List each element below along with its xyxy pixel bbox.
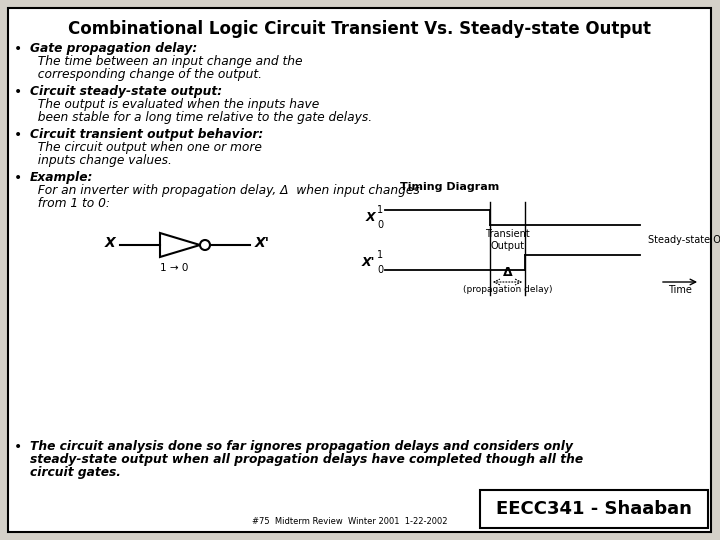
Text: Steady-state Output: Steady-state Output — [648, 235, 720, 245]
Text: Combinational Logic Circuit Transient Vs. Steady-state Output: Combinational Logic Circuit Transient Vs… — [68, 20, 652, 38]
Text: Transient
Output: Transient Output — [485, 229, 530, 251]
Text: •: • — [14, 85, 22, 99]
Text: •: • — [14, 171, 22, 185]
Text: EECC341 - Shaaban: EECC341 - Shaaban — [496, 500, 692, 518]
FancyBboxPatch shape — [480, 490, 708, 528]
Text: Δ: Δ — [503, 266, 513, 279]
Text: corresponding change of the output.: corresponding change of the output. — [30, 68, 262, 81]
Text: The circuit output when one or more: The circuit output when one or more — [30, 141, 262, 154]
Text: 1: 1 — [377, 250, 383, 260]
Text: Timing Diagram: Timing Diagram — [400, 182, 500, 192]
Text: (propagation delay): (propagation delay) — [463, 285, 552, 294]
FancyBboxPatch shape — [8, 8, 711, 532]
Text: •: • — [14, 42, 22, 56]
Text: 0: 0 — [377, 220, 383, 230]
Text: Gate propagation delay:: Gate propagation delay: — [30, 42, 197, 55]
Text: X: X — [104, 236, 115, 250]
Text: inputs change values.: inputs change values. — [30, 154, 172, 167]
Text: X: X — [365, 211, 375, 224]
Text: 1 → 0: 1 → 0 — [160, 263, 189, 273]
Text: Circuit transient output behavior:: Circuit transient output behavior: — [30, 128, 264, 141]
Text: been stable for a long time relative to the gate delays.: been stable for a long time relative to … — [30, 111, 372, 124]
Text: The time between an input change and the: The time between an input change and the — [30, 55, 302, 68]
Text: The circuit analysis done so far ignores propagation delays and considers only: The circuit analysis done so far ignores… — [30, 440, 573, 453]
Text: X': X' — [255, 236, 270, 250]
Text: Example:: Example: — [30, 171, 94, 184]
Text: X': X' — [361, 256, 375, 269]
Text: steady-state output when all propagation delays have completed though all the: steady-state output when all propagation… — [30, 453, 583, 466]
Text: •: • — [14, 440, 22, 454]
Text: #75  Midterm Review  Winter 2001  1-22-2002: #75 Midterm Review Winter 2001 1-22-2002 — [252, 517, 448, 526]
Text: For an inverter with propagation delay, Δ  when input changes: For an inverter with propagation delay, … — [30, 184, 420, 197]
Text: circuit gates.: circuit gates. — [30, 466, 121, 479]
Text: 1: 1 — [377, 205, 383, 215]
Text: Time: Time — [668, 285, 692, 295]
Text: •: • — [14, 128, 22, 142]
Text: The output is evaluated when the inputs have: The output is evaluated when the inputs … — [30, 98, 319, 111]
Text: from 1 to 0:: from 1 to 0: — [30, 197, 110, 210]
Text: 0: 0 — [377, 265, 383, 275]
Text: Circuit steady-state output:: Circuit steady-state output: — [30, 85, 222, 98]
